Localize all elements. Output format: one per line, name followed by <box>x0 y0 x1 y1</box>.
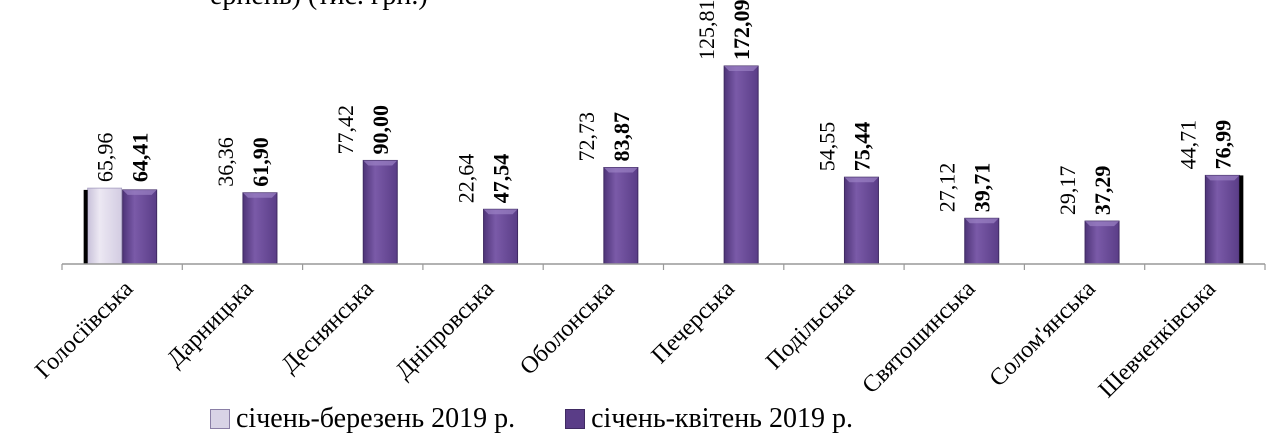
legend-label-series2: січень-квітень 2019 р. <box>591 403 853 434</box>
value-label-series2: 76,99 <box>1210 120 1235 170</box>
category-label: Печерська <box>647 276 740 369</box>
value-label-series1: 29,17 <box>1055 166 1080 216</box>
legend-swatch-series1 <box>210 409 230 429</box>
value-label-series1: 77,42 <box>333 105 358 155</box>
legend-swatch-series2 <box>565 409 586 429</box>
value-label-series1: 36,36 <box>213 137 238 187</box>
bar-series2-bevel <box>844 177 879 183</box>
legend-item-series2: січень-квітень 2019 р. <box>565 403 853 435</box>
bar-series2 <box>1204 174 1240 265</box>
legend: січень-березень 2019 р. січень-квітень 2… <box>210 403 853 435</box>
bar-series2 <box>723 65 759 265</box>
bar-edge-shadow <box>83 189 88 264</box>
value-label-series1: 44,71 <box>1175 120 1200 170</box>
value-label-series2: 64,41 <box>128 133 153 183</box>
bar-series2-bevel <box>1205 175 1240 181</box>
value-label-series2: 61,90 <box>248 137 273 187</box>
category-label: Шевченківська <box>1094 276 1221 403</box>
value-label-series1: 72,73 <box>574 112 599 162</box>
bar-series2-bevel <box>483 209 518 215</box>
bar-series2 <box>242 192 278 265</box>
bar-series2 <box>843 176 879 265</box>
category-label: Подільська <box>761 276 860 375</box>
value-label-series1: 65,96 <box>93 133 118 183</box>
value-label-series1: 54,55 <box>814 122 839 172</box>
category-label: Дніпровська <box>391 276 500 385</box>
value-label-series1: 27,12 <box>935 163 960 213</box>
bar-series2-bevel <box>1085 221 1120 227</box>
value-label-series2: 90,00 <box>368 105 393 155</box>
value-label-series2: 47,54 <box>489 154 514 204</box>
category-label: Оболонська <box>515 276 620 381</box>
bar-series2-bevel <box>964 218 999 224</box>
value-label-series2: 39,71 <box>970 163 995 213</box>
bar-series2-bevel <box>242 192 277 198</box>
bar-series2 <box>603 167 639 265</box>
legend-item-series1: січень-березень 2019 р. <box>210 403 515 435</box>
bar-series1 <box>87 187 123 265</box>
value-label-series2: 37,29 <box>1090 166 1115 216</box>
bar-series2 <box>122 189 158 265</box>
value-label-series1: 22,64 <box>454 154 479 204</box>
category-label: Святошинська <box>857 276 980 399</box>
value-label-series2: 75,44 <box>849 122 874 172</box>
bar-series2 <box>1084 220 1120 265</box>
bar-series2-bevel <box>363 160 398 166</box>
category-label: Деснянська <box>277 276 380 379</box>
category-label: Солом'янська <box>985 276 1101 392</box>
category-label: Голосіївська <box>30 276 138 384</box>
bar-series2-bevel <box>724 66 759 71</box>
bar-series2 <box>964 217 1000 265</box>
value-label-series2: 83,87 <box>609 112 634 162</box>
legend-label-series1: січень-березень 2019 р. <box>236 403 516 434</box>
bar-series2 <box>483 208 519 265</box>
category-label: Дарницька <box>162 276 259 373</box>
value-label-series2: 172,09 <box>729 0 754 60</box>
bar-series2 <box>362 159 398 265</box>
header-fragment: ерпень) (тис. грн.) <box>210 0 428 12</box>
bar-series2-bevel <box>122 189 157 195</box>
bar-series2-bevel <box>603 167 638 173</box>
bar-edge-shadow <box>1239 175 1244 264</box>
value-label-series1: 125,81 <box>694 0 719 60</box>
